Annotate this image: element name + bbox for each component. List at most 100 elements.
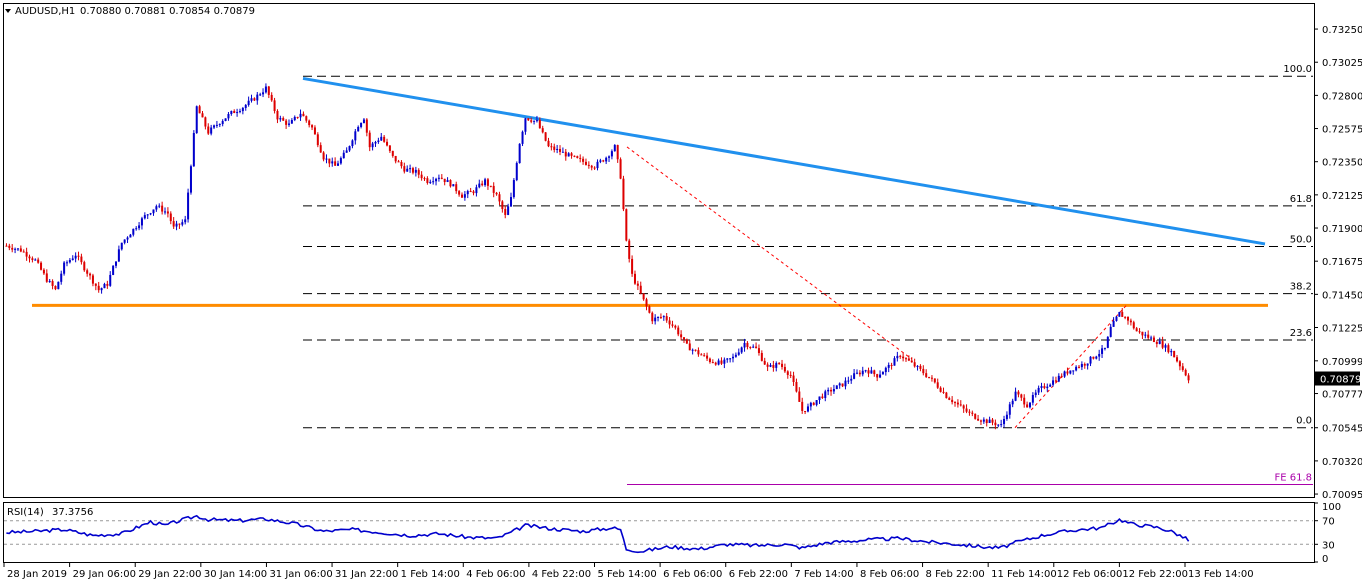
candle-body [864,370,867,372]
candle-body [766,364,769,367]
candle-body [270,94,273,101]
candle-body [887,364,890,368]
candle [642,293,645,301]
candle [1095,355,1098,360]
candle [855,369,858,375]
candle-body [645,299,648,307]
candle [334,157,337,166]
candle [397,159,400,163]
candle [1129,318,1132,326]
candle-body [752,346,755,348]
candle [1187,373,1190,384]
candle [386,138,389,147]
candle-body [16,248,19,250]
candle [1037,385,1040,395]
candle-body [904,358,908,360]
ohlc-label: 0.70880 0.70881 0.70854 0.70879 [80,6,255,17]
candle-body [757,348,760,354]
candle [420,171,423,181]
candle [830,387,833,396]
candle-body [896,355,899,359]
candle-body [409,168,412,170]
candle [783,363,786,373]
candle [965,404,968,414]
candle-body [677,327,680,335]
candle [639,281,642,295]
candle-body [907,358,910,361]
candle [19,245,22,253]
candle [515,161,518,182]
candle-body [625,209,628,241]
candle [864,369,867,373]
candle [489,185,492,188]
candle [553,143,556,153]
candle [801,397,804,414]
candle-body [463,194,466,198]
candle [812,401,815,406]
candle-body [786,371,789,375]
candle [204,116,207,130]
candle-body [518,143,521,164]
candle [691,348,694,355]
candle [1124,316,1127,320]
candle-body [985,419,988,423]
candle [633,270,636,285]
candle-body [423,178,426,180]
candle-body [51,281,54,286]
candle-body [460,194,463,198]
candle [287,119,291,127]
candle [120,242,123,251]
candle-body [166,211,169,214]
candle [968,409,971,416]
candle [342,150,345,159]
candle [423,176,426,181]
candle-body [77,255,80,257]
candle [325,154,328,164]
candle [305,115,308,123]
candle [377,137,380,144]
time-tick-label: 7 Feb 14:00 [794,569,853,580]
candle [610,149,613,160]
candle-body [1135,328,1138,332]
candle [207,123,210,135]
candle [795,378,798,393]
candle-body [680,334,683,338]
candle [1034,389,1037,398]
candle-body [429,181,432,183]
candle [977,414,980,422]
candle [466,189,469,199]
candle [1098,349,1101,361]
candle [682,337,686,343]
candle [293,115,296,122]
dropdown-triangle-icon[interactable] [5,9,11,13]
candle-body [873,370,876,375]
candle-body [942,391,945,393]
candle-body [772,364,775,368]
candle [28,254,31,263]
candle-body [651,312,654,322]
candle [264,83,267,94]
candle [123,239,126,245]
candle [1135,326,1138,332]
candle [979,419,982,426]
candle [498,191,501,206]
rsi-value: 37.3756 [52,507,93,518]
trendlines [32,76,1268,429]
candle-body [54,285,57,290]
candle-body [1008,404,1011,415]
candle [178,223,181,229]
candle-body [386,141,389,146]
candle [1077,364,1081,369]
candle [146,214,149,220]
candle [559,145,562,156]
candle [1072,370,1075,375]
candle-body [259,94,262,96]
candle [956,399,959,408]
candle [835,385,838,390]
candle [1155,340,1158,348]
candle [374,140,377,147]
candle [781,359,784,370]
candle [1052,376,1055,387]
candle [63,261,66,276]
candle [798,387,801,402]
